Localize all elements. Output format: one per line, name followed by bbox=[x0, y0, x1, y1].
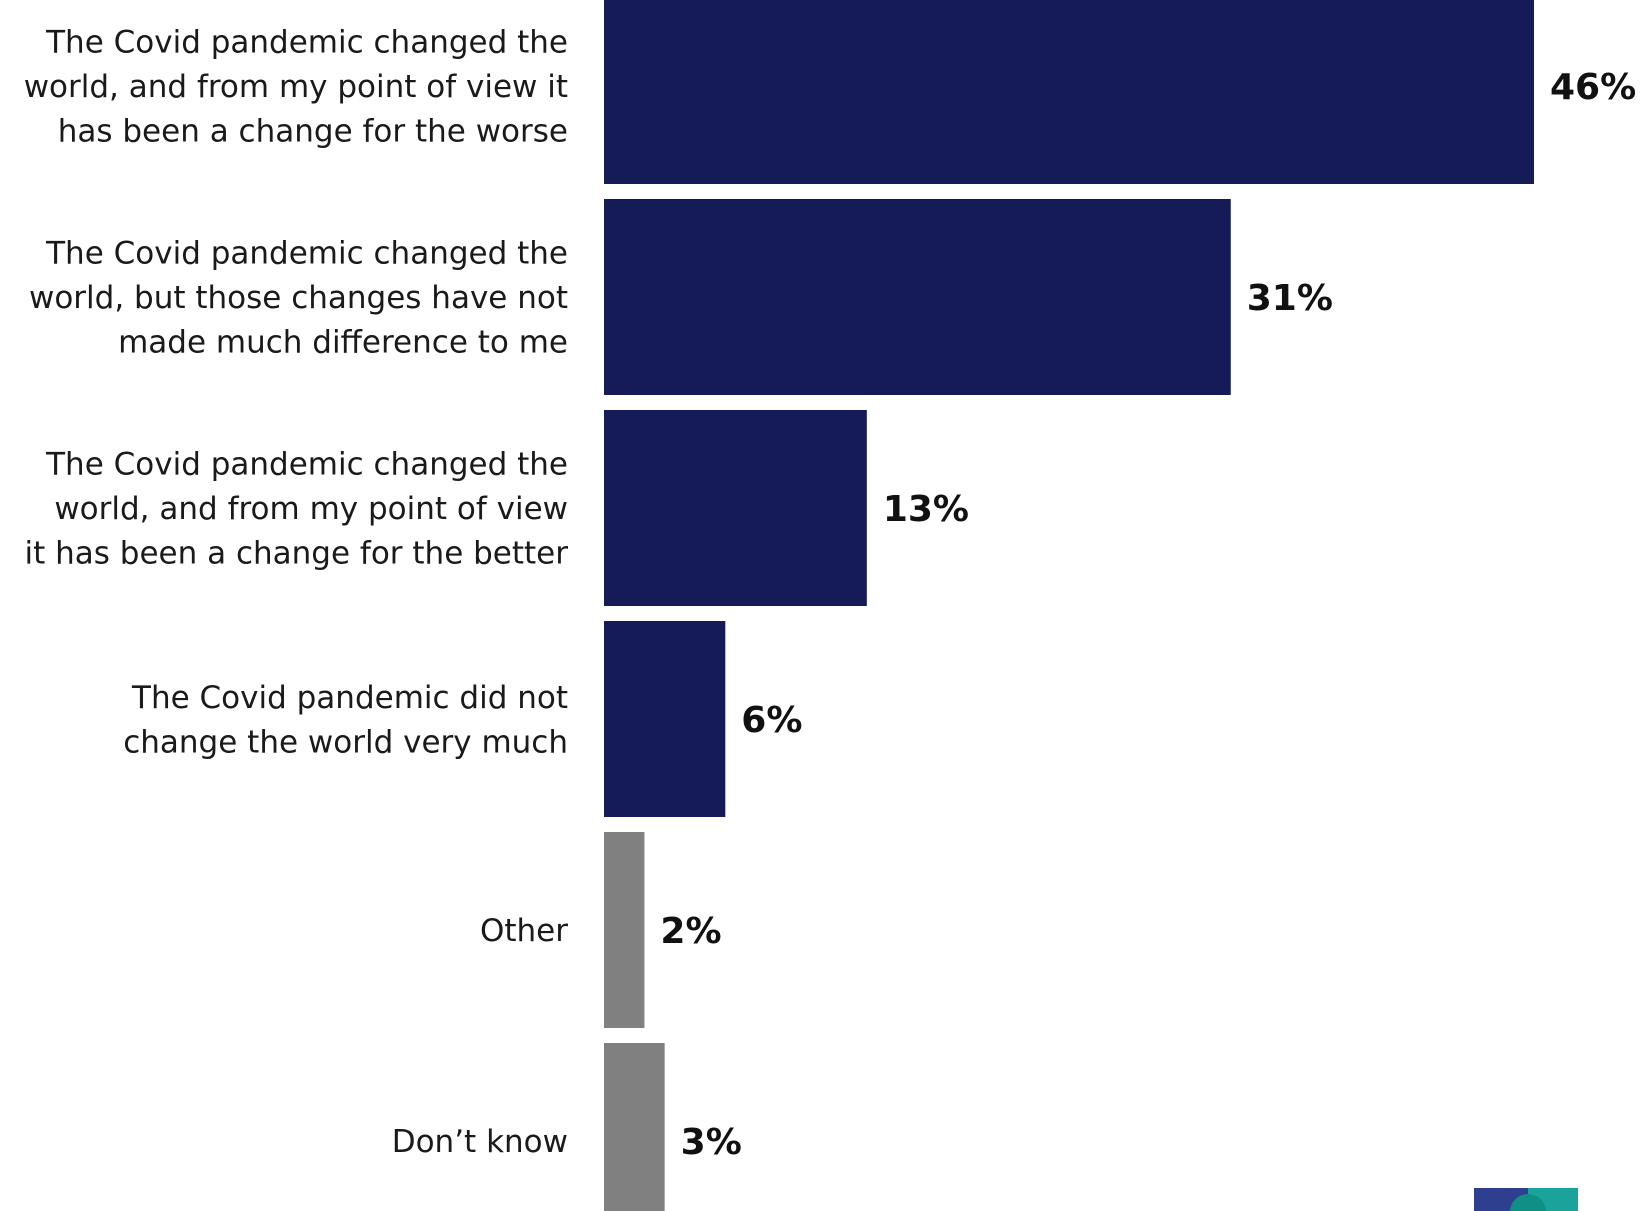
category-label-2: The Covid pandemic changed the world, and… bbox=[25, 447, 569, 572]
category-label-3: The Covid pandemic did not change the wor… bbox=[123, 680, 568, 761]
brand-logo-icon bbox=[1474, 1188, 1578, 1211]
bar-5 bbox=[604, 1043, 665, 1211]
value-label-3: 6% bbox=[741, 700, 802, 741]
bar-4 bbox=[604, 832, 645, 1028]
category-label-line: world, and from my point of view it bbox=[24, 69, 568, 105]
value-label-1: 31% bbox=[1247, 278, 1333, 319]
category-label-line: Don’t know bbox=[392, 1124, 568, 1160]
value-label-4: 2% bbox=[660, 911, 721, 952]
category-label-5: Don’t know bbox=[392, 1124, 568, 1160]
category-label-line: change the world very much bbox=[123, 724, 568, 760]
value-label-5: 3% bbox=[681, 1122, 742, 1163]
category-label-0: The Covid pandemic changed the world, and… bbox=[24, 25, 568, 150]
value-label-0: 46% bbox=[1550, 67, 1636, 108]
category-label-1: The Covid pandemic changed the world, but… bbox=[29, 236, 568, 361]
category-label-line: The Covid pandemic did not bbox=[131, 680, 568, 716]
category-label-line: it has been a change for the better bbox=[25, 536, 569, 572]
bar-0 bbox=[604, 0, 1534, 184]
category-label-4: Other bbox=[480, 913, 568, 949]
bar-1 bbox=[604, 199, 1231, 395]
bar-3 bbox=[604, 621, 726, 817]
category-label-line: The Covid pandemic changed the bbox=[45, 447, 568, 483]
category-label-line: has been a change for the worse bbox=[58, 114, 568, 150]
category-label-line: The Covid pandemic changed the bbox=[45, 25, 568, 61]
category-label-line: The Covid pandemic changed the bbox=[45, 236, 568, 272]
category-label-line: made much difference to me bbox=[118, 325, 568, 361]
category-label-line: Other bbox=[480, 913, 568, 949]
bar-2 bbox=[604, 410, 867, 606]
category-label-line: world, but those changes have not bbox=[29, 280, 568, 316]
value-label-2: 13% bbox=[883, 489, 969, 530]
category-label-line: world, and from my point of view bbox=[54, 491, 568, 527]
